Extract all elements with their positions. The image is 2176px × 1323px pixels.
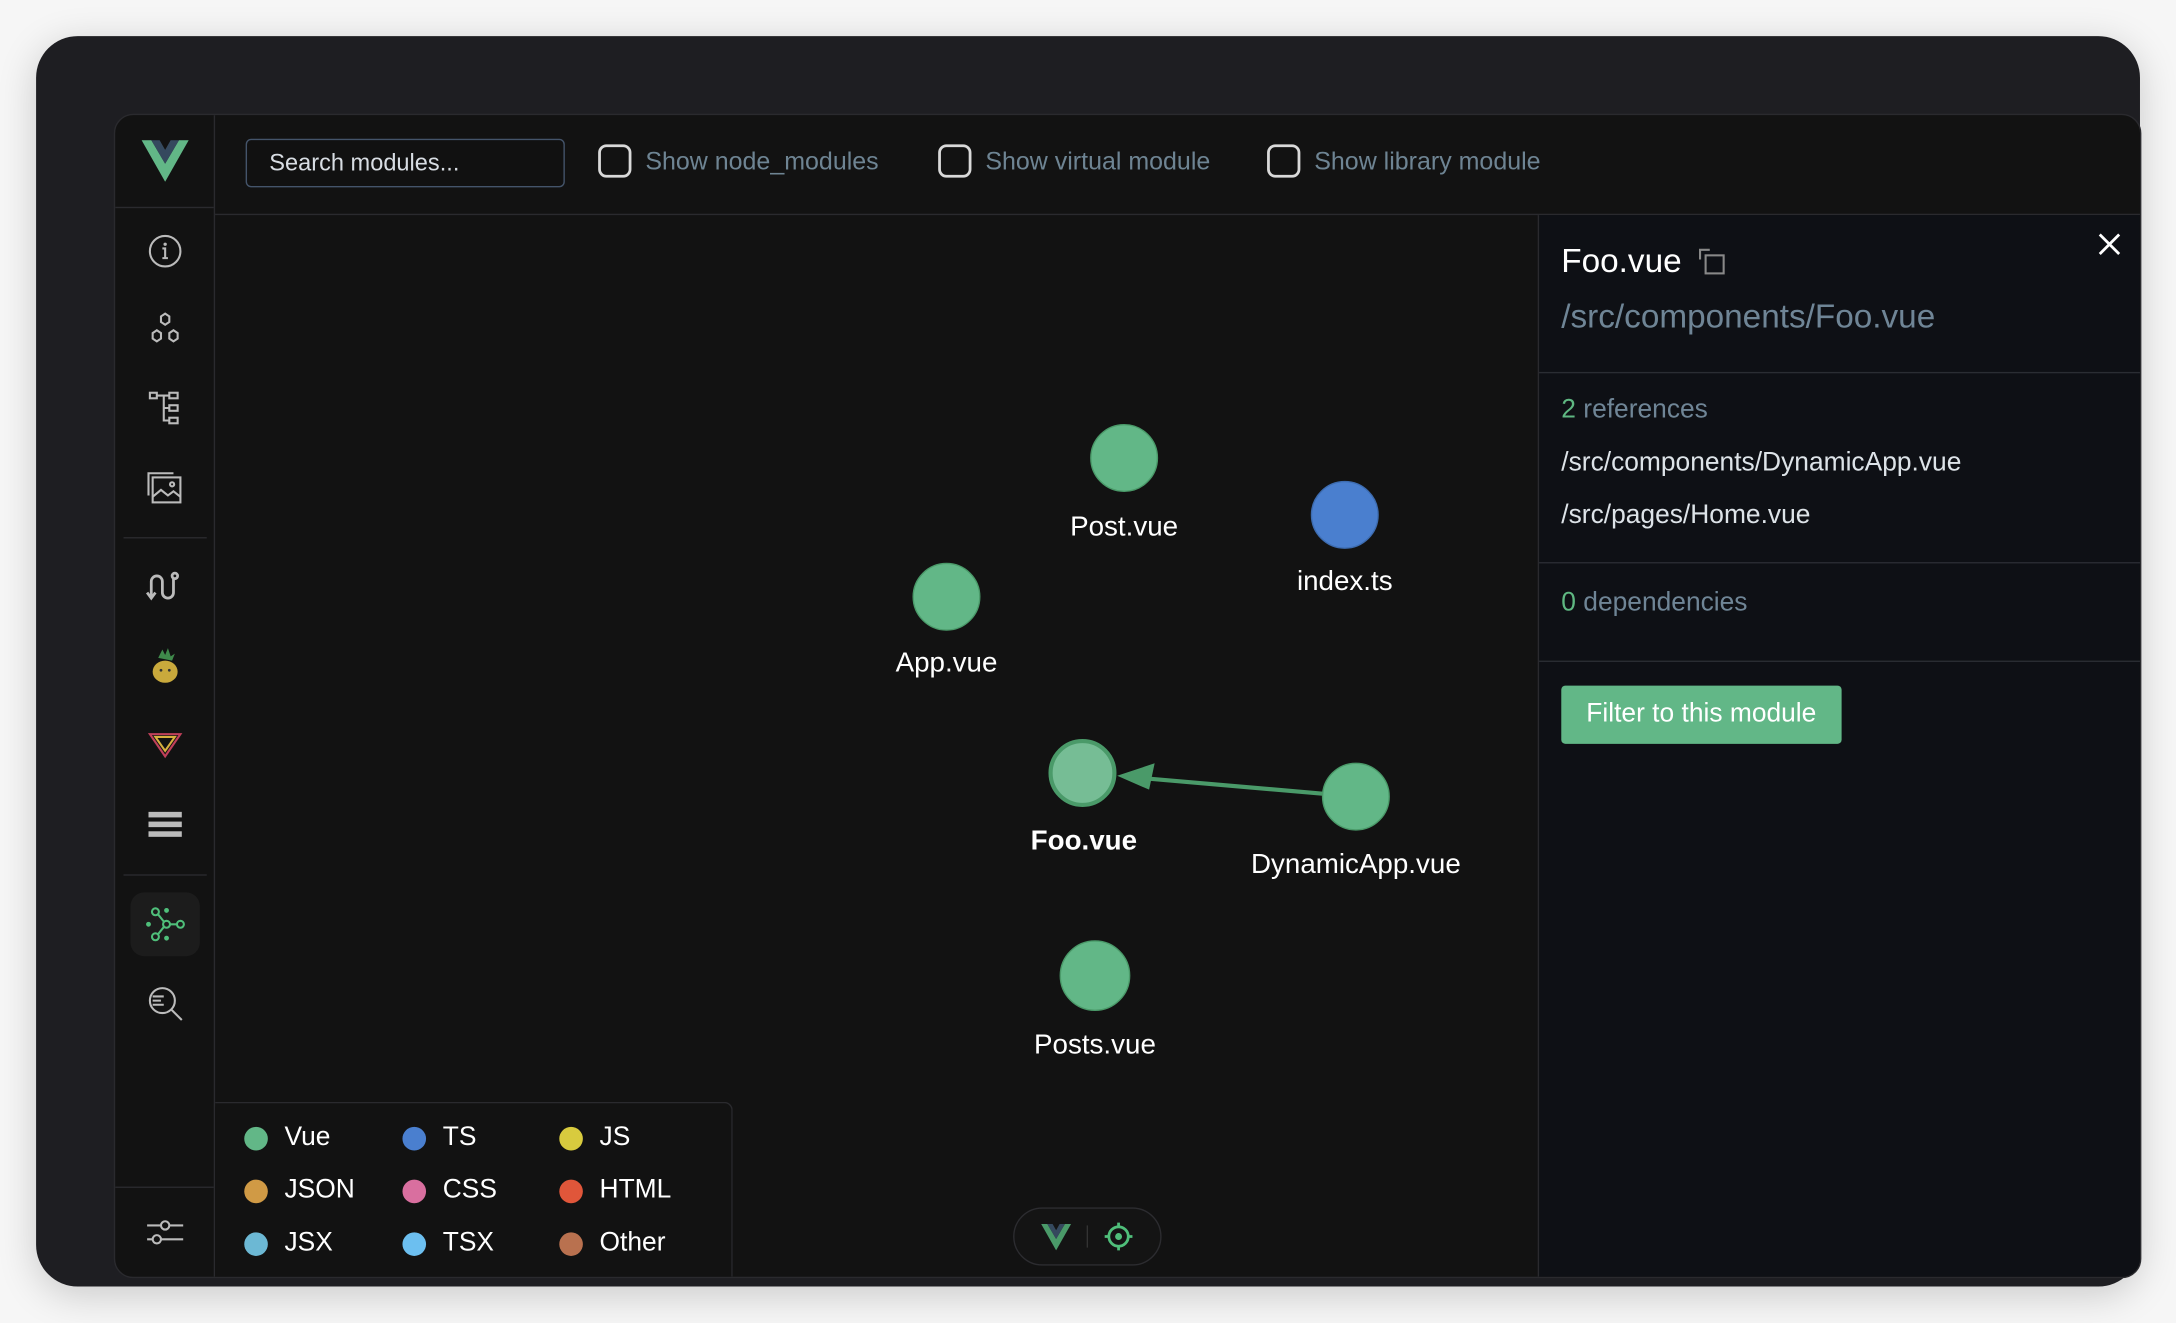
module-graph[interactable]: Post.vue index.ts App.vue Foo.vue Dynami… [215,215,1538,1277]
sidebar [115,115,216,1277]
legend-item-css: CSS [402,1175,497,1206]
legend-item-json: JSON [244,1175,355,1206]
sidebar-divider [123,537,207,539]
dependencies-count: 0 dependencies [1561,588,1748,618]
legend-dot [559,1231,583,1256]
legend-dot [559,1126,583,1150]
legend-dot [559,1178,583,1203]
search-input[interactable] [245,138,565,188]
legend-dot [402,1231,427,1256]
reference-link[interactable]: /src/pages/Home.vue [1561,500,1811,531]
svg-text:App.vue: App.vue [896,647,998,678]
copy-icon[interactable] [1698,248,1726,276]
module-detail-panel: Foo.vue /src/components/Foo.vue 2 refere… [1537,215,2140,1277]
graph-icon[interactable] [130,892,200,957]
floating-toolbar [1013,1207,1162,1266]
legend-item-ts: TS [402,1123,476,1154]
inspect-icon[interactable] [130,971,199,1035]
dependencies-section: 0 dependencies [1539,563,2140,662]
checkbox-box[interactable] [938,144,972,178]
vue-logo-icon [140,140,189,182]
svg-text:Post.vue: Post.vue [1070,511,1178,542]
devtools-app: Show node_modules Show virtual module Sh… [113,113,2142,1279]
close-icon [2098,233,2121,255]
graph-node-app[interactable]: App.vue [896,562,998,678]
sidebar-divider [123,874,207,876]
vue-router-icon[interactable] [130,713,199,777]
legend: Vue TS JS JSON CSS HTML JSX TSX Other [215,1101,733,1277]
checkbox-box[interactable] [1267,144,1301,178]
show-node-modules-checkbox[interactable]: Show node_modules [598,144,879,178]
checkbox-box[interactable] [598,144,632,178]
legend-item-jsx: JSX [244,1228,333,1259]
legend-item-html: HTML [559,1175,671,1206]
module-path: /src/components/Foo.vue [1561,298,1936,336]
module-header: Foo.vue /src/components/Foo.vue [1539,215,2140,374]
close-button[interactable] [2097,232,2122,263]
checkbox-label: Show node_modules [645,146,879,175]
graph-node-index-ts[interactable]: index.ts [1297,480,1393,596]
actions: Filter to this module [1539,662,2140,767]
show-virtual-module-checkbox[interactable]: Show virtual module [938,144,1211,178]
svg-text:Posts.vue: Posts.vue [1034,1028,1156,1059]
timeline-icon[interactable] [130,555,199,619]
svg-text:DynamicApp.vue: DynamicApp.vue [1251,848,1461,879]
legend-dot [244,1178,268,1203]
svg-text:index.ts: index.ts [1297,565,1393,596]
legend-dot [244,1231,268,1256]
filter-to-module-button[interactable]: Filter to this module [1561,685,1842,744]
toolbar-divider [1086,1225,1089,1248]
graph-node-dynamicapp[interactable]: DynamicApp.vue [1251,762,1461,879]
pinia-icon[interactable] [130,634,199,698]
legend-dot [402,1178,427,1203]
locate-icon[interactable] [1103,1221,1134,1252]
list-icon[interactable] [130,792,199,856]
devtools-frame: Show node_modules Show virtual module Sh… [36,36,2142,1287]
legend-item-other: Other [559,1228,665,1259]
references-count: 2 references [1561,395,1708,425]
graph-node-posts[interactable]: Posts.vue [1034,940,1156,1059]
checkbox-label: Show virtual module [985,146,1211,175]
graph-node-post[interactable]: Post.vue [1070,423,1178,542]
module-title: Foo.vue [1561,242,1682,281]
legend-dot [402,1126,427,1150]
toolbar: Show node_modules Show virtual module Sh… [215,115,2140,216]
show-library-module-checkbox[interactable]: Show library module [1267,144,1541,178]
settings-button[interactable] [115,1186,214,1277]
references-section: 2 references /src/components/DynamicApp.… [1539,373,2140,564]
legend-item-vue: Vue [244,1123,330,1154]
settings-icon [146,1220,183,1245]
reference-link[interactable]: /src/components/DynamicApp.vue [1561,448,1962,478]
graph-edge [1117,763,1325,796]
vue-logo-icon[interactable] [1041,1223,1072,1250]
legend-item-js: JS [559,1123,630,1154]
tree-icon[interactable] [130,377,199,441]
components-icon[interactable] [130,298,199,362]
vue-logo[interactable] [115,115,214,209]
checkbox-label: Show library module [1314,146,1541,175]
info-icon[interactable] [130,219,199,283]
assets-icon[interactable] [130,457,199,521]
svg-text:Foo.vue: Foo.vue [1031,824,1137,855]
legend-item-tsx: TSX [402,1228,494,1259]
legend-dot [244,1126,268,1150]
graph-node-foo-selected[interactable]: Foo.vue [1031,739,1137,855]
